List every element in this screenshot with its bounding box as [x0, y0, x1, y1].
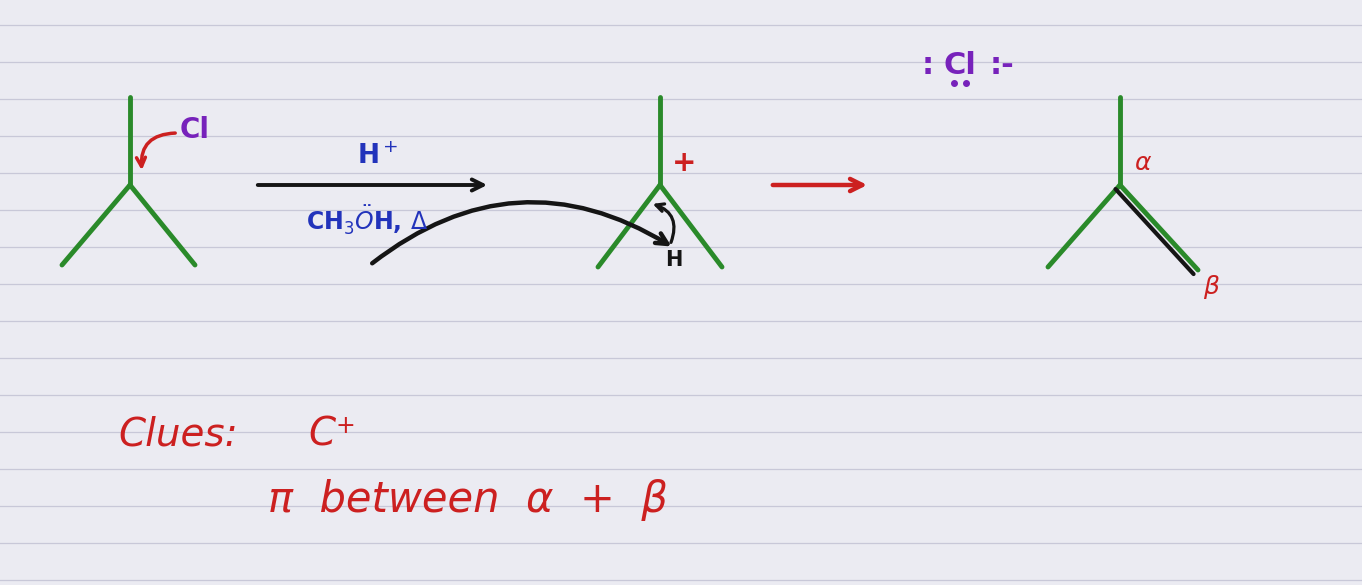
Text: Clues:: Clues:	[118, 416, 238, 454]
Text: Cl: Cl	[180, 116, 210, 144]
Text: :: :	[922, 50, 934, 80]
Text: Cl: Cl	[944, 50, 977, 80]
Text: C: C	[308, 416, 335, 454]
Text: CH$_3\ddot{O}$H, $\Delta$: CH$_3\ddot{O}$H, $\Delta$	[306, 204, 429, 236]
Text: α: α	[1135, 151, 1151, 175]
Text: β: β	[1203, 275, 1219, 299]
Text: H$^+$: H$^+$	[357, 144, 398, 170]
Text: π  between  α  +  β: π between α + β	[268, 479, 667, 521]
Text: +: +	[671, 149, 696, 177]
Text: H: H	[665, 250, 682, 270]
Text: +: +	[336, 414, 355, 438]
Text: :-: :-	[990, 50, 1015, 80]
